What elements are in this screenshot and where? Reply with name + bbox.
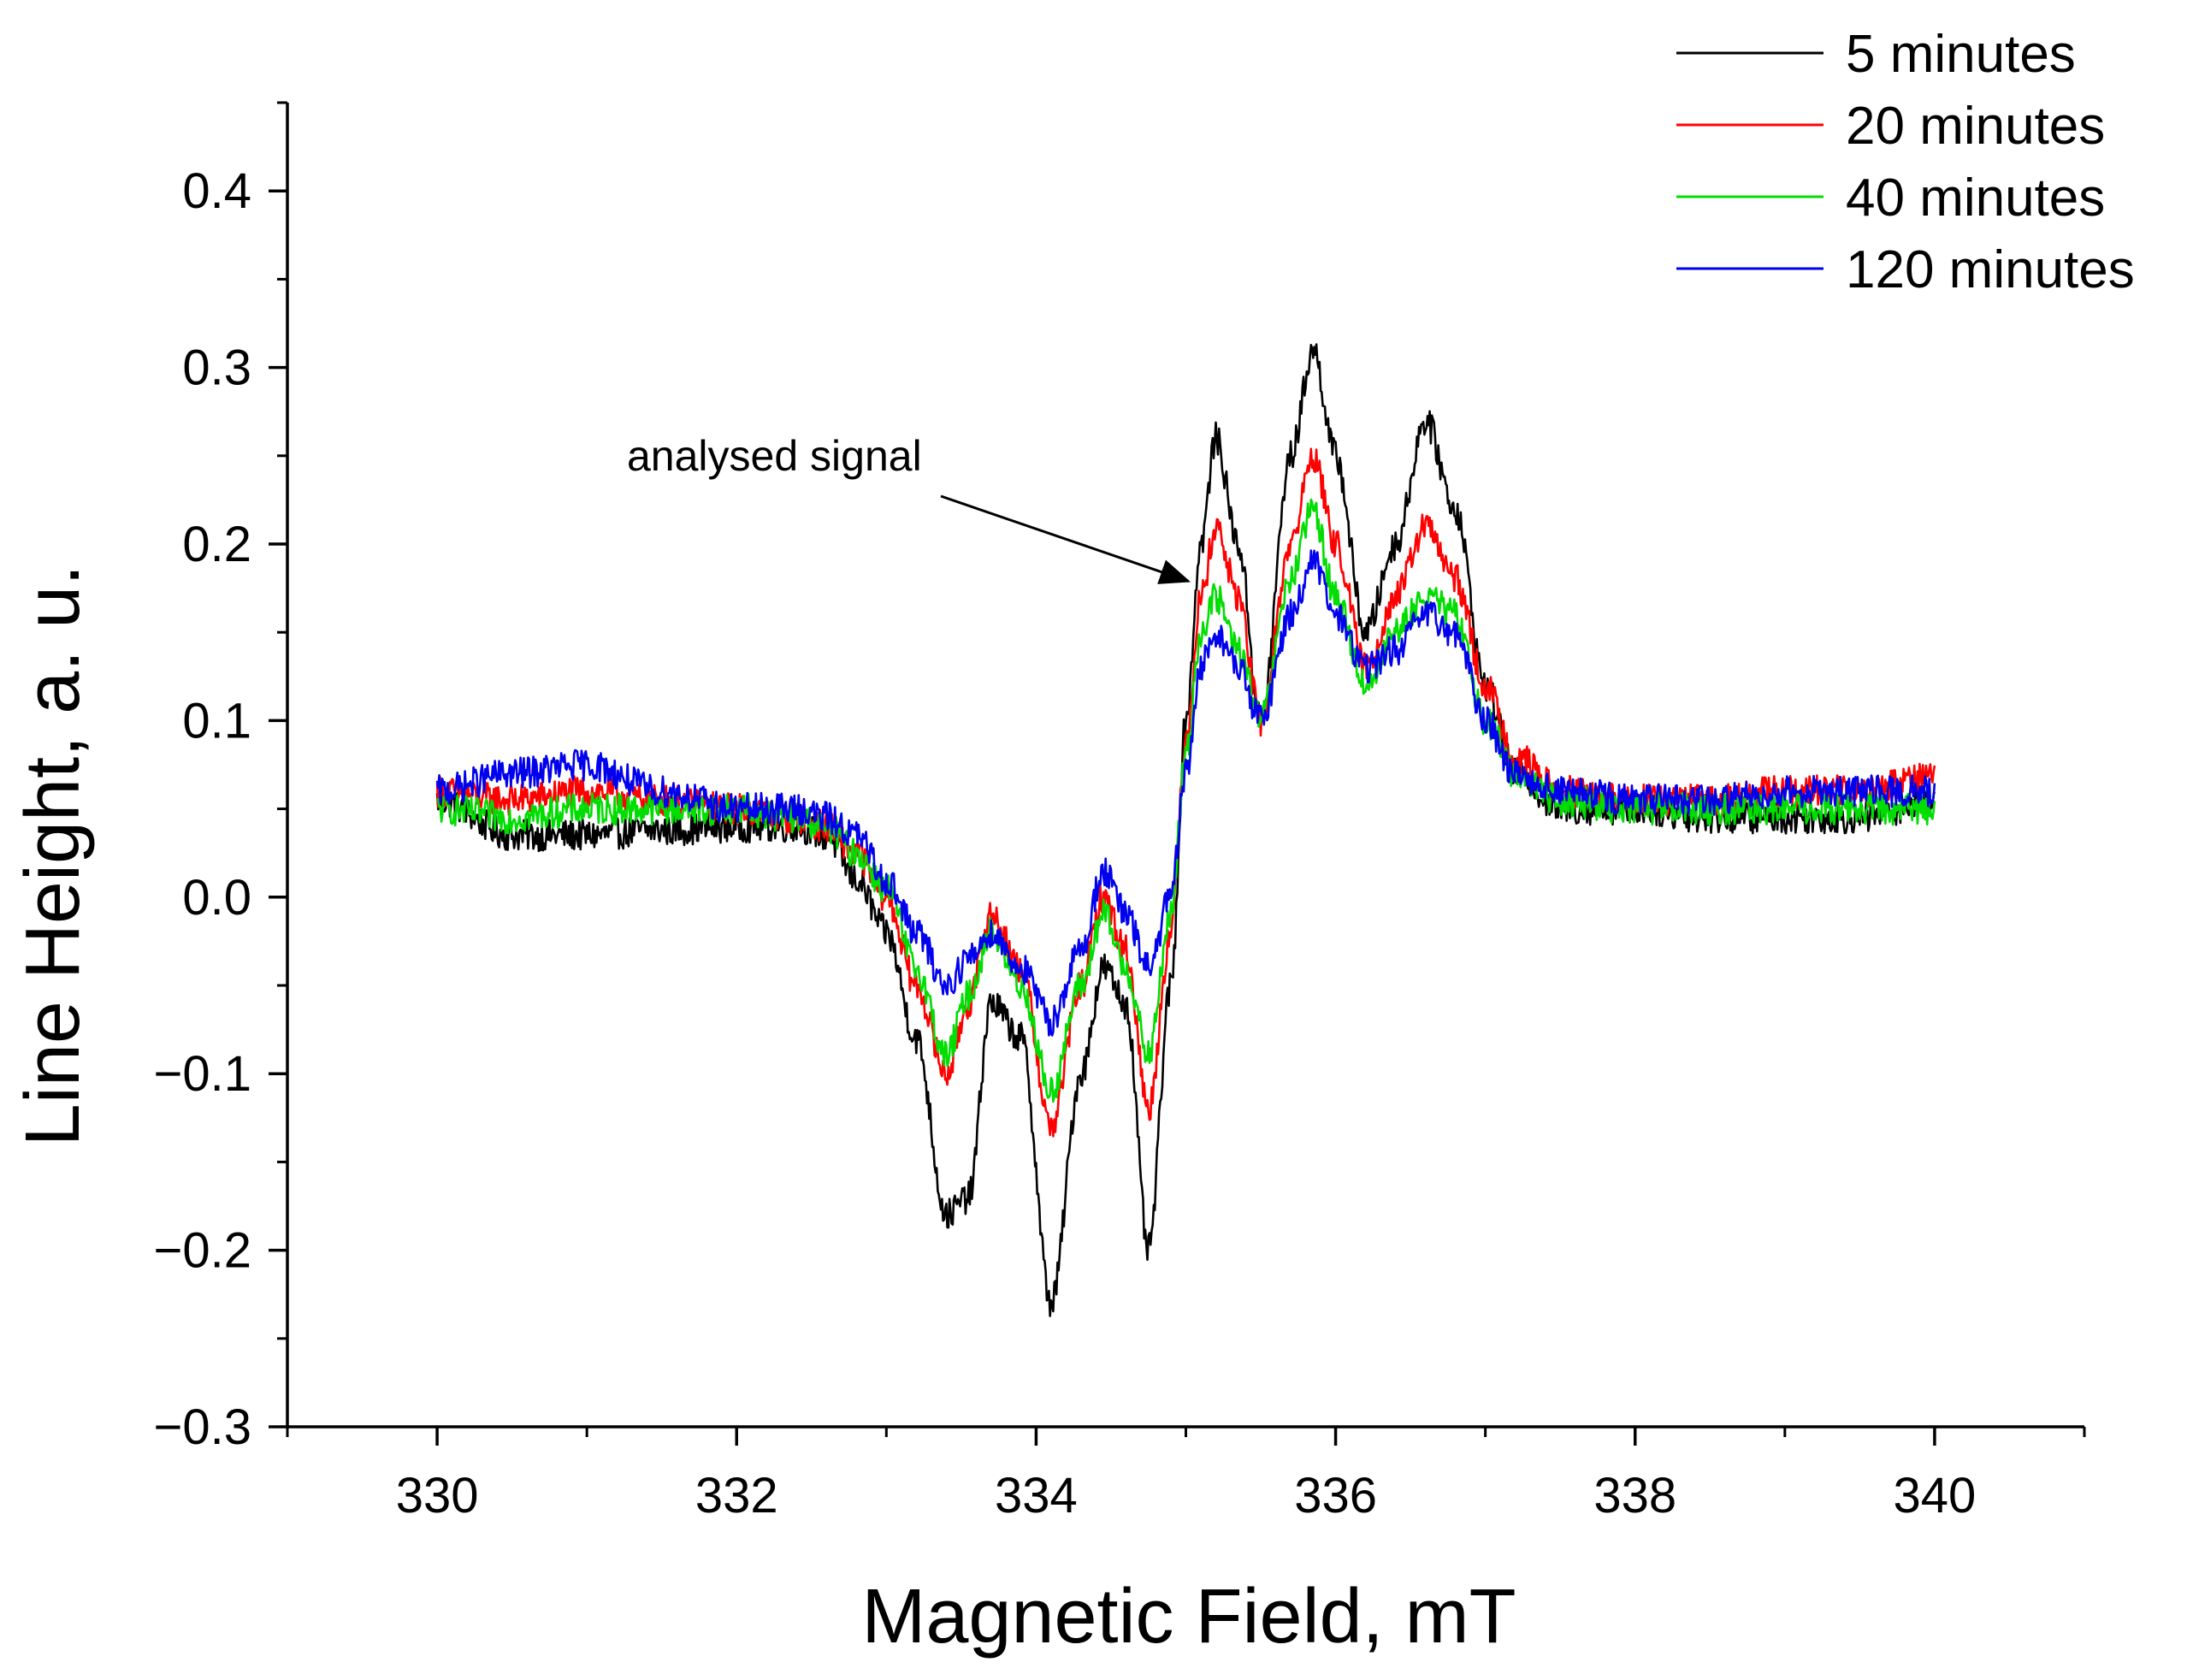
x-tick-label: 334 [995,1468,1078,1523]
annotation-label: analysed signal [627,432,922,480]
x-tick-label: 330 [396,1468,479,1523]
y-tick-label: −0.3 [154,1399,252,1455]
y-tick-label: −0.2 [154,1223,252,1279]
series-line-5-minutes [435,343,1936,1317]
y-tick-label: −0.1 [154,1046,252,1102]
x-axis-title: Magnetic Field, mT [861,1574,1516,1659]
plot-area [435,343,1936,1317]
series-line-120-minutes [435,549,1936,1037]
annotation-arrow [940,494,1191,584]
y-tick-label: 0.3 [182,340,251,396]
legend-label-120-minutes: 120 minutes [1846,240,2135,299]
legend: 5 minutes 20 minutes 40 minutes 120 minutes [1676,25,2135,299]
y-tick-label: 0.1 [182,693,251,748]
y-tick-label: 0.4 [182,163,251,219]
y-tick-label: 0.0 [182,870,251,926]
legend-label-5-minutes: 5 minutes [1846,25,2076,84]
x-tick-label: 332 [695,1468,778,1523]
y-axis-title: Line Height, a. u. [10,565,96,1146]
legend-label-40-minutes: 40 minutes [1846,169,2105,228]
x-tick-label: 338 [1593,1468,1676,1523]
axes: −0.3 −0.2 −0.1 0.0 0.1 0.2 0.3 0.4 330 332 334 336 3… [154,101,2086,1523]
annotation: analysed signal [627,432,1191,584]
x-tick-label: 336 [1294,1468,1377,1523]
legend-label-20-minutes: 20 minutes [1846,97,2105,156]
x-tick-label: 340 [1894,1468,1977,1523]
y-tick-label: 0.2 [182,517,251,572]
